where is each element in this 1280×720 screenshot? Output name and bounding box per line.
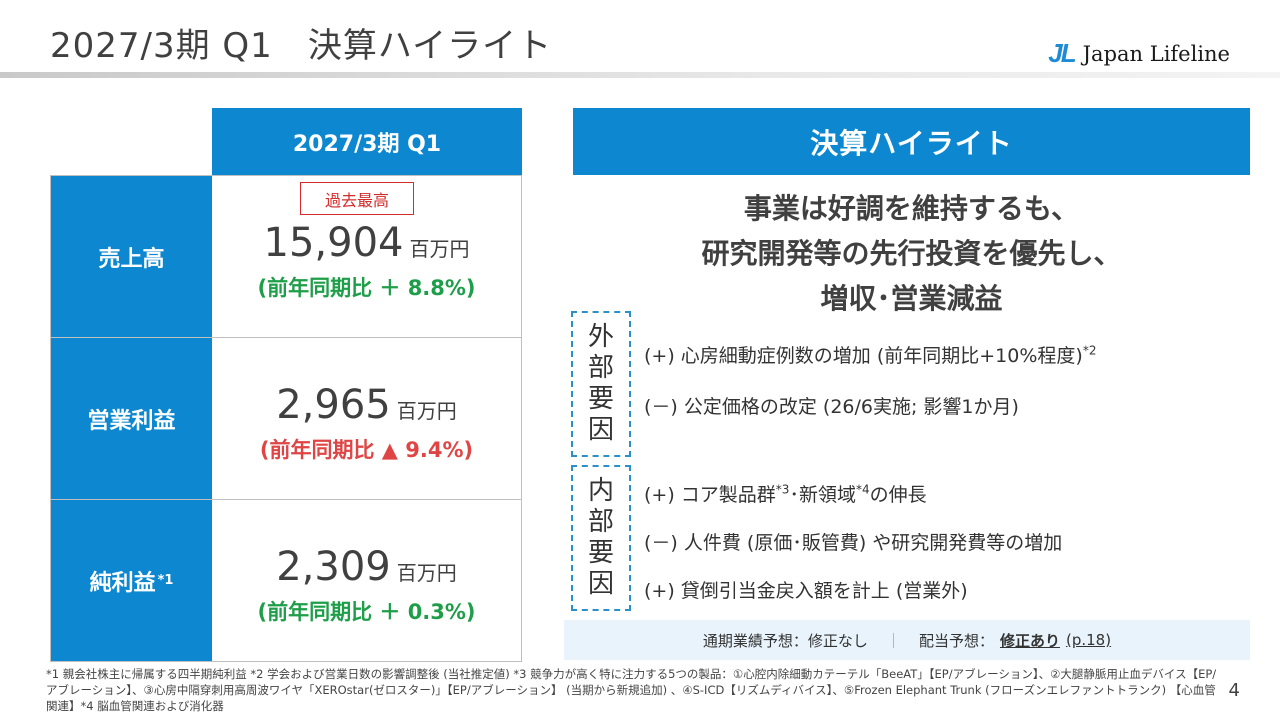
footnotes: *1 親会社株主に帰属する四半期純利益 *2 学会および営業日数の影響調整後 (…	[46, 667, 1217, 713]
internal-factor-item: (+) コア製品群*3･新領域*4の伸長	[644, 480, 927, 507]
yoy-change: (前年同期比 ＋ 0.3%)	[257, 600, 476, 624]
row-value-cell: 2,965 百万円 (前年同期比 ▲ 9.4%)	[212, 338, 521, 499]
row-label-text: 純利益	[89, 570, 156, 596]
summary-line: 増収･営業減益	[820, 282, 1003, 315]
page-title: 2027/3期 Q1 決算ハイライト	[50, 26, 553, 66]
row-value-cell: 2,309 百万円 (前年同期比 ＋ 0.3%)	[212, 500, 521, 661]
logo-text: Japan Lifeline	[1082, 41, 1230, 66]
label-char: 外	[587, 322, 614, 352]
factor-text: (－) 公定価格の改定 (26/6実施; 影響1か月)	[644, 396, 1019, 418]
value-line: 2,965 百万円	[212, 382, 521, 428]
external-factors-label: 外 部 要 因	[571, 311, 631, 457]
row-label: 純利益 *1	[51, 500, 212, 661]
value-unit: 百万円	[409, 237, 470, 261]
table-column-header: 2027/3期 Q1	[212, 108, 522, 175]
footnote-marker: *3	[775, 482, 790, 497]
label-char: 因	[587, 415, 614, 445]
record-high-badge: 過去最高	[300, 182, 414, 215]
page-reference-link[interactable]: (p.18)	[1065, 631, 1112, 649]
highlight-summary: 事業は好調を維持するも、 研究開発等の先行投資を優先し、 増収･営業減益	[573, 186, 1250, 321]
value-number: 2,965	[276, 382, 391, 428]
company-logo: JL Japan Lifeline	[1048, 38, 1230, 69]
table-row-net-profit: 純利益 *1 2,309 百万円 (前年同期比 ＋ 0.3%)	[50, 499, 522, 662]
dividend-forecast-label: 配当予想：	[918, 631, 994, 650]
value-line: 2,309 百万円	[212, 544, 521, 590]
annual-forecast: 通期業績予想：修正なし	[702, 631, 868, 650]
value-line: 15,904 百万円	[212, 220, 521, 266]
highlight-header: 決算ハイライト	[573, 108, 1250, 175]
row-value-cell: 過去最高 15,904 百万円 (前年同期比 ＋ 8.8%)	[212, 176, 521, 337]
page-number: 4	[1228, 680, 1240, 701]
external-factor-item: (+) 心房細動症例数の増加 (前年同期比+10%程度)*2	[644, 341, 1096, 368]
forecast-bar: 通期業績予想：修正なし ｜ 配当予想： 修正あり (p.18)	[564, 620, 1250, 660]
value-unit: 百万円	[396, 561, 457, 585]
label-char: 内	[587, 476, 614, 506]
footnote-marker: *4	[855, 482, 870, 497]
footnote-marker: *1	[157, 573, 174, 588]
external-factor-item: (－) 公定価格の改定 (26/6実施; 影響1か月)	[644, 392, 1019, 419]
value-number: 2,309	[276, 544, 391, 590]
footnote-marker: *2	[1082, 343, 1097, 358]
summary-line: 事業は好調を維持するも、	[743, 192, 1080, 225]
row-label-text: 売上高	[98, 246, 165, 272]
table-row-revenue: 売上高 過去最高 15,904 百万円 (前年同期比 ＋ 8.8%)	[50, 175, 522, 338]
row-label: 営業利益	[51, 338, 212, 499]
internal-factors-label: 内 部 要 因	[571, 465, 631, 611]
internal-factor-item: (－) 人件費 (原価･販管費) や研究開発費等の増加	[644, 532, 1063, 554]
label-char: 部	[587, 507, 614, 537]
factor-text: (+) コア製品群	[644, 484, 776, 506]
label-char: 因	[587, 569, 614, 599]
factor-text: ･新領域	[789, 484, 856, 506]
value-number: 15,904	[263, 220, 404, 266]
row-label: 売上高	[51, 176, 212, 337]
separator: ｜	[885, 631, 901, 650]
factor-text: の伸長	[869, 484, 927, 506]
header-divider	[0, 72, 1280, 78]
dividend-forecast-value: 修正あり	[999, 631, 1060, 650]
factor-text: (+) 心房細動症例数の増加 (前年同期比+10%程度)	[644, 345, 1083, 367]
yoy-change: (前年同期比 ＋ 8.8%)	[257, 276, 476, 300]
logo-mark: JL	[1048, 38, 1076, 68]
table-row-operating-profit: 営業利益 2,965 百万円 (前年同期比 ▲ 9.4%)	[50, 337, 522, 500]
summary-line: 研究開発等の先行投資を優先し、	[701, 237, 1122, 270]
yoy-change: (前年同期比 ▲ 9.4%)	[259, 438, 474, 462]
label-char: 要	[587, 538, 614, 568]
internal-factor-item: (+) 貸倒引当金戻入額を計上 (営業外)	[644, 580, 968, 602]
label-char: 部	[587, 353, 614, 383]
label-char: 要	[587, 384, 614, 414]
value-unit: 百万円	[396, 399, 457, 423]
row-label-text: 営業利益	[87, 408, 176, 434]
